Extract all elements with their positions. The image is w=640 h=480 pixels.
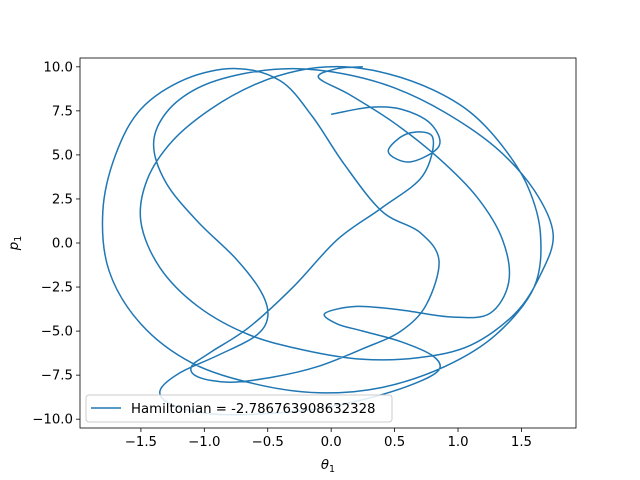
y-axis-label: p1 [7, 236, 24, 252]
x-axis-ticks: −1.5 −1.0 −0.5 0.0 0.5 1.0 1.5 [125, 428, 532, 450]
series-line [101, 65, 554, 416]
y-tick-label: −2.5 [41, 281, 73, 296]
y-tick-label: 10.0 [43, 60, 73, 75]
y-tick-label: −5.0 [41, 325, 73, 340]
legend: Hamiltonian = -2.786763908632328 [85, 394, 393, 423]
x-tick-label: 0.0 [321, 435, 342, 450]
x-tick-label: −1.0 [188, 435, 220, 450]
y-axis-ticks: −10.0 −7.5 −5.0 −2.5 0.0 2.5 5.0 7.5 10.0 [32, 60, 80, 428]
series-layer [101, 65, 554, 416]
y-tick-label: −10.0 [32, 413, 73, 428]
legend-box [85, 394, 393, 423]
y-tick-label: 0.0 [52, 237, 73, 252]
x-axis-label: θ1 [321, 458, 335, 475]
x-tick-label: 1.0 [447, 435, 468, 450]
y-tick-label: 2.5 [52, 192, 73, 207]
y-tick-label: 5.0 [52, 148, 73, 163]
y-tick-label: 7.5 [52, 104, 73, 119]
y-tick-label: −7.5 [41, 369, 73, 384]
legend-label: Hamiltonian = -2.786763908632328 [131, 402, 376, 417]
x-tick-label: −1.5 [125, 435, 157, 450]
x-tick-label: 0.5 [384, 435, 405, 450]
x-tick-label: 1.5 [511, 435, 532, 450]
x-tick-label: −0.5 [252, 435, 284, 450]
